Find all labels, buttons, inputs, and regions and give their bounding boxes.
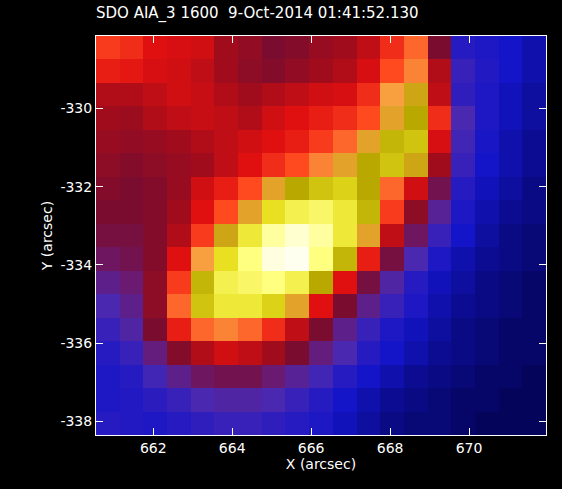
svg-text:664: 664 [219,440,246,456]
svg-text:-334: -334 [60,257,92,273]
svg-text:-332: -332 [60,179,92,195]
svg-text:Y (arcsec): Y (arcsec) [39,201,55,271]
svg-text:SDO AIA_3 1600 9-Oct-2014 01:: SDO AIA_3 1600 9-Oct-2014 01:41:52.130 [96,4,419,23]
svg-text:666: 666 [298,440,325,456]
svg-text:-330: -330 [60,100,92,116]
svg-text:-338: -338 [60,413,92,429]
svg-text:662: 662 [140,440,167,456]
svg-text:X (arcsec): X (arcsec) [286,456,356,472]
svg-text:-336: -336 [60,335,92,351]
svg-text:670: 670 [456,440,483,456]
svg-text:668: 668 [377,440,404,456]
